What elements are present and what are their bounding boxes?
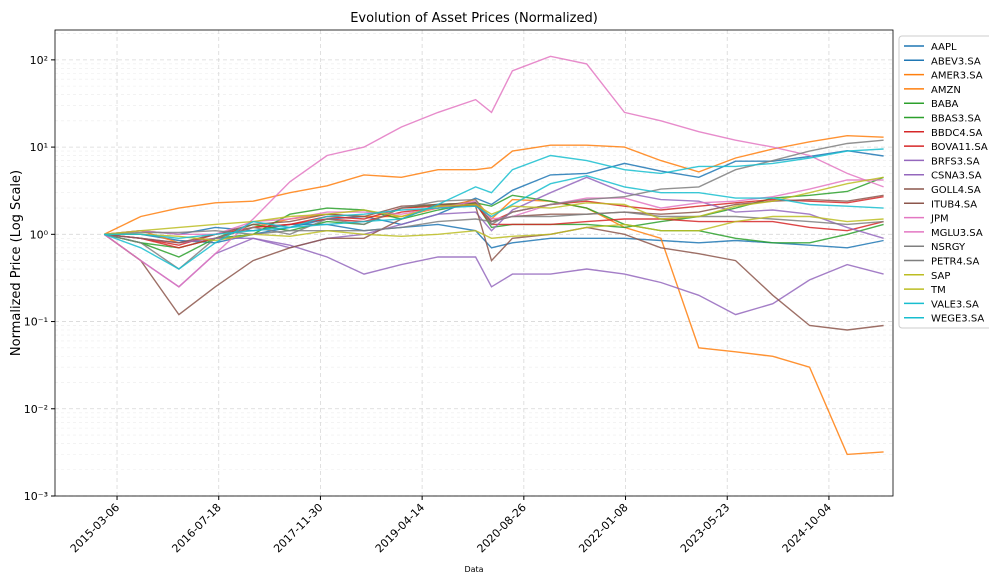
x-tick-label: 2019-04-14 <box>373 501 427 555</box>
x-tick-label: 2023-05-23 <box>678 501 732 555</box>
legend-label: BBAS3.SA <box>931 114 981 125</box>
series-line <box>104 148 884 240</box>
legend-label: ABEV3.SA <box>931 56 981 67</box>
chart-title: Evolution of Asset Prices (Normalized) <box>350 11 598 26</box>
y-tick-label: 10⁰ <box>30 228 49 241</box>
x-axis-label: Data <box>464 565 483 574</box>
series-line <box>103 134 884 235</box>
legend-label: VALE3.SA <box>931 299 979 310</box>
y-axis-label: Normalized Price (Log Scale) <box>9 170 24 356</box>
legend-label: JPM <box>930 214 949 225</box>
series-line <box>104 179 884 235</box>
x-tick-label: 2015-03-06 <box>68 501 122 555</box>
legend-label: BRFS3.SA <box>931 156 980 167</box>
legend-label: AMER3.SA <box>931 71 983 82</box>
legend-label: TM <box>930 285 946 296</box>
series-line <box>104 176 884 235</box>
x-tick-label: 2022-01-08 <box>576 501 630 555</box>
x-tick-label: 2024-10-04 <box>780 501 834 555</box>
y-tick-label: 10⁻² <box>24 403 48 416</box>
series-line <box>103 176 884 288</box>
legend-label: ITUB4.SA <box>931 199 977 210</box>
legend-label: BABA <box>931 99 959 110</box>
x-tick-label: 2020-08-26 <box>475 501 529 555</box>
series-line <box>103 55 884 288</box>
legend-label: PETR4.SA <box>931 257 979 268</box>
legend-label: AMZN <box>931 85 961 96</box>
lines <box>103 55 884 456</box>
legend-label: MGLU3.SA <box>931 228 983 239</box>
legend-label: BOVA11.SA <box>931 142 988 153</box>
series-line <box>103 174 884 270</box>
y-tick-label: 10⁻³ <box>24 490 48 503</box>
legend-label: CSNA3.SA <box>931 171 982 182</box>
series-line <box>104 194 884 249</box>
x-tick-label: 2016-07-18 <box>169 501 223 555</box>
series-line <box>104 215 884 242</box>
legend-label: AAPL <box>931 42 957 53</box>
legend-box <box>898 35 989 329</box>
legend-label: GOLL4.SA <box>931 185 981 196</box>
x-tick-label: 2017-11-30 <box>271 501 325 555</box>
legend-label: BBDC4.SA <box>931 128 982 139</box>
series-line <box>103 203 884 331</box>
series-line <box>104 211 884 236</box>
y-tick-label: 10¹ <box>30 141 48 154</box>
legend-label: NSRGY <box>931 242 966 253</box>
legend-label: WEGE3.SA <box>931 314 984 325</box>
y-tick-label: 10² <box>30 54 48 67</box>
series-line <box>104 139 884 270</box>
series-line <box>104 233 884 316</box>
plot-frame <box>54 29 894 497</box>
legend-label: SAP <box>931 271 950 282</box>
series-line <box>104 149 884 244</box>
y-tick-label: 10⁻¹ <box>24 316 48 329</box>
